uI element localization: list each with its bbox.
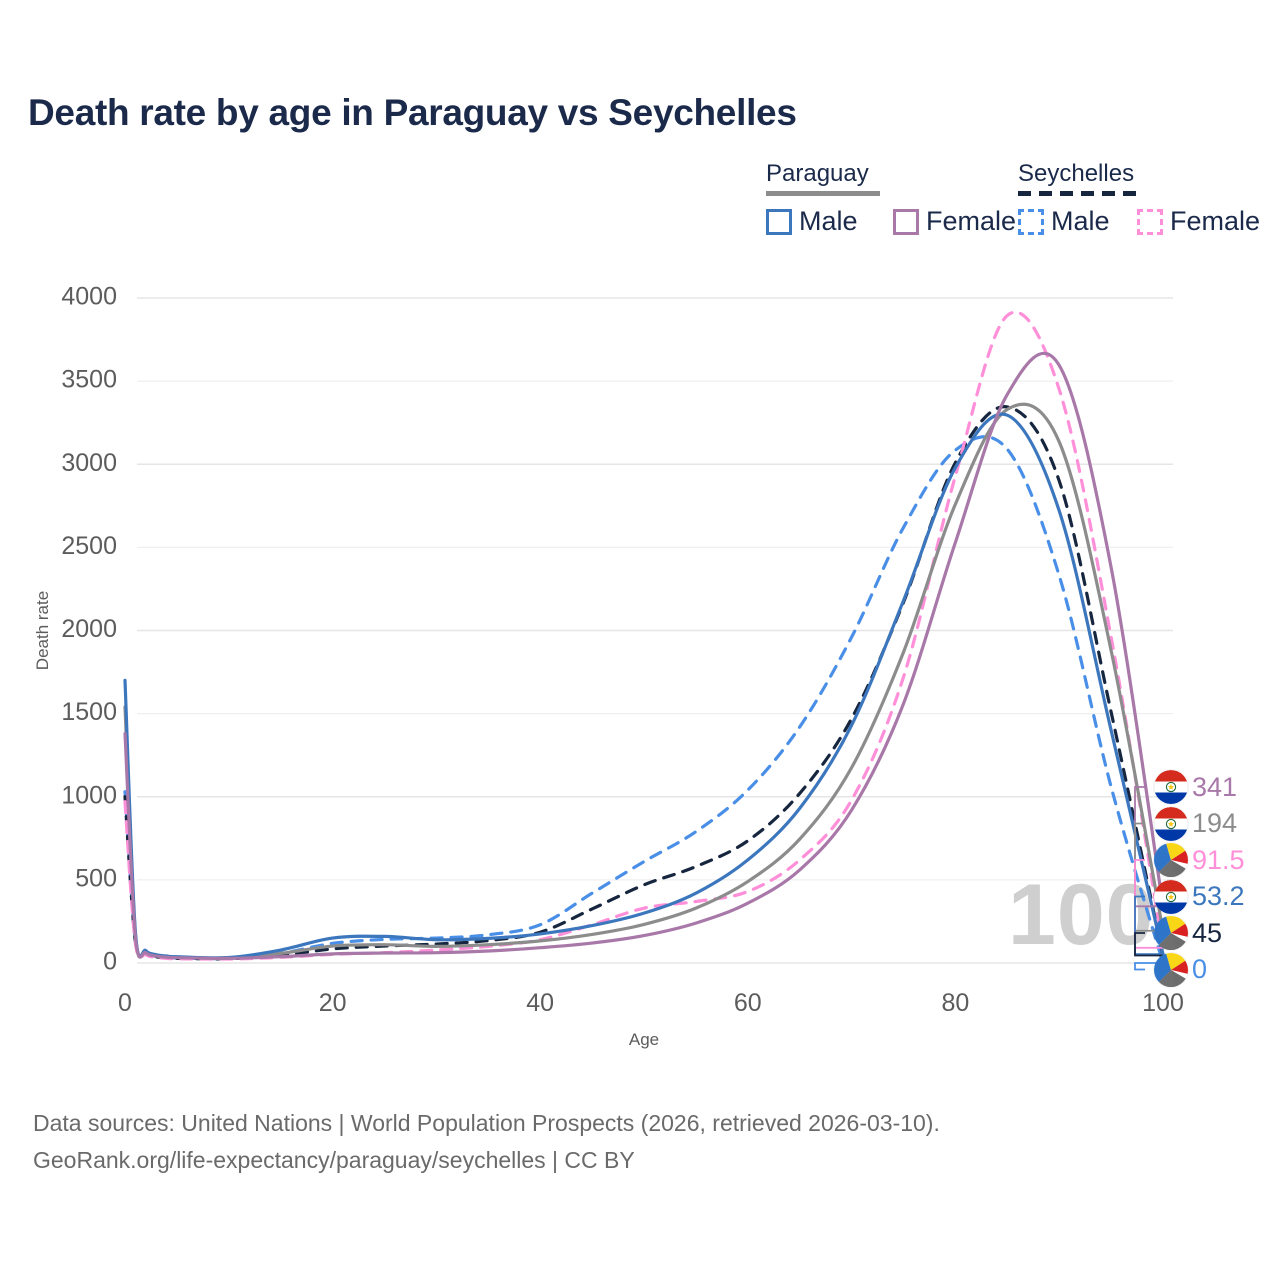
y-tick-label: 1000	[61, 781, 117, 809]
end-label-connectors	[1134, 786, 1163, 971]
end-label-connector	[1134, 895, 1163, 956]
end-label-connector	[1134, 962, 1163, 971]
x-tick-label: 60	[734, 989, 762, 1017]
x-axis-ticks: 0 20 40 60 80 100	[118, 989, 1184, 1017]
y-tick-label: 3000	[61, 449, 117, 477]
page-title: Death rate by age in Paraguay vs Seychel…	[28, 92, 797, 133]
legend-swatch-seychelles-male	[1018, 208, 1044, 235]
seychelles-flag-icon	[1154, 952, 1188, 987]
legend-item-seychelles-female[interactable]: Female	[1137, 206, 1260, 237]
end-label-value: 53.2	[1192, 881, 1245, 911]
legend-group-title-seychelles: Seychelles	[1018, 160, 1135, 187]
y-axis-ticks: 0 500 1000 1500 2000 2500 3000 3500 4000	[61, 283, 117, 976]
footer-line-url: GeoRank.org/life-expectancy/paraguay/sey…	[33, 1147, 635, 1174]
y-tick-label: 2000	[61, 615, 117, 643]
legend-group-title-paraguay: Paraguay	[766, 160, 869, 187]
legend-label-paraguay-female: Female	[926, 206, 1017, 236]
end-label-row[interactable]: 194	[1154, 806, 1238, 841]
end-label-row[interactable]: 0	[1154, 952, 1208, 987]
series-line-seychelles-male	[123, 435, 1165, 965]
y-tick-label: 500	[75, 864, 117, 892]
legend-item-seychelles-male[interactable]: Male	[1018, 206, 1110, 237]
legend-label-paraguay-male: Male	[799, 206, 858, 236]
legend-group-rule-paraguay	[766, 191, 880, 196]
x-axis-title: Age	[629, 1030, 659, 1049]
paraguay-flag-icon	[1154, 879, 1188, 914]
end-label-value: 341	[1192, 771, 1238, 802]
watermark-value: 100	[1008, 867, 1155, 963]
end-label-value: 194	[1192, 808, 1238, 838]
end-label-row[interactable]: 53.2	[1154, 879, 1245, 914]
end-label-value: 0	[1192, 954, 1208, 984]
footer: Data sources: United Nations | World Pop…	[33, 1105, 940, 1180]
footer-line-sources: Data sources: United Nations | World Pop…	[33, 1110, 940, 1136]
series-lines	[123, 310, 1165, 965]
end-label-row[interactable]: 341	[1154, 770, 1237, 804]
paraguay-flag-icon	[1154, 770, 1188, 804]
legend-swatch-paraguay-male	[766, 208, 792, 235]
x-tick-label: 0	[118, 989, 132, 1017]
chart-legend: Paraguay Seychelles Male Female Male Fem…	[762, 160, 1260, 248]
x-tick-label: 40	[526, 989, 554, 1017]
series-line-seychelles-total	[123, 405, 1165, 961]
legend-item-paraguay-female[interactable]: Female	[893, 206, 1016, 237]
y-tick-label: 1500	[61, 698, 117, 726]
x-tick-label: 100	[1142, 989, 1184, 1017]
end-label-row[interactable]: 91.5	[1154, 843, 1245, 877]
x-tick-label: 20	[319, 989, 347, 1017]
y-tick-label: 3500	[61, 366, 117, 394]
legend-label-seychelles-male: Male	[1051, 206, 1110, 236]
y-tick-label: 0	[103, 948, 117, 976]
x-tick-label: 80	[941, 989, 969, 1017]
gridlines	[137, 297, 1173, 964]
series-line-paraguay-total	[123, 402, 1165, 960]
series-line-paraguay-male	[123, 412, 1165, 960]
legend-group-rule-seychelles	[1018, 191, 1144, 196]
seychelles-flag-icon	[1154, 916, 1188, 950]
y-axis-title: Death rate	[33, 591, 52, 670]
seychelles-flag-icon	[1154, 843, 1188, 877]
legend-item-paraguay-male[interactable]: Male	[766, 206, 858, 237]
end-label-row[interactable]: 45	[1154, 916, 1222, 950]
y-tick-label: 2500	[61, 532, 117, 560]
end-label-connector	[1134, 932, 1163, 957]
paraguay-flag-icon	[1154, 806, 1188, 841]
end-label-value: 91.5	[1192, 844, 1245, 875]
legend-label-seychelles-female: Female	[1170, 206, 1261, 236]
legend-swatch-paraguay-female	[893, 208, 919, 235]
end-label-value: 45	[1192, 917, 1223, 948]
legend-swatch-seychelles-female	[1137, 208, 1163, 235]
series-line-paraguay-female	[123, 351, 1165, 960]
y-tick-label: 4000	[61, 283, 117, 311]
